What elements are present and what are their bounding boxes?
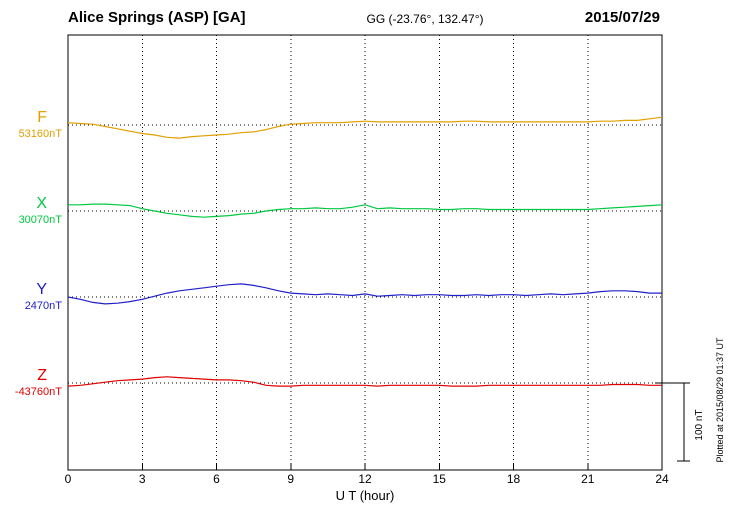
channel-label-x: X	[36, 195, 47, 212]
x-tick-label: 21	[581, 472, 595, 486]
x-tick-label: 12	[358, 472, 372, 486]
scale-bar-label: 100 nT	[694, 409, 705, 441]
channel-label-f: F	[37, 109, 47, 126]
plot-content: 0 3 6 9 12 15 18 21 24	[65, 35, 669, 486]
channel-baseline-z: -43760nT	[14, 386, 62, 398]
channel-baseline-x: 30070nT	[18, 214, 62, 226]
trace-z	[67, 376, 662, 387]
channel-baseline-y: 2470nT	[24, 300, 62, 312]
plotted-at-note: Plotted at 2015/08/29 01:37 UT	[715, 337, 725, 463]
x-tick-label: 24	[655, 472, 669, 486]
channel-baseline-f: 53160nT	[18, 128, 62, 140]
x-tick-label: 9	[287, 472, 294, 486]
x-tick-label: 3	[139, 472, 146, 486]
channel-label-z: Z	[37, 367, 47, 384]
plot-frame	[67, 34, 663, 471]
trace-f	[67, 116, 663, 139]
trace-y	[67, 283, 662, 305]
x-tick-label: 6	[213, 472, 220, 486]
x-axis-label: U T (hour)	[335, 488, 395, 503]
station-coordinates: GG (-23.76°, 132.47°)	[366, 12, 484, 26]
trace-x	[68, 203, 663, 218]
scale-bar	[655, 382, 690, 462]
station-title: Alice Springs (ASP) [GA]	[68, 9, 246, 26]
x-tick-label: 0	[65, 472, 72, 486]
x-tick-label: 18	[507, 472, 521, 486]
channel-label-y: Y	[36, 281, 47, 298]
plot-date: 2015/07/29	[584, 9, 660, 26]
x-tick-label: 15	[433, 472, 447, 486]
